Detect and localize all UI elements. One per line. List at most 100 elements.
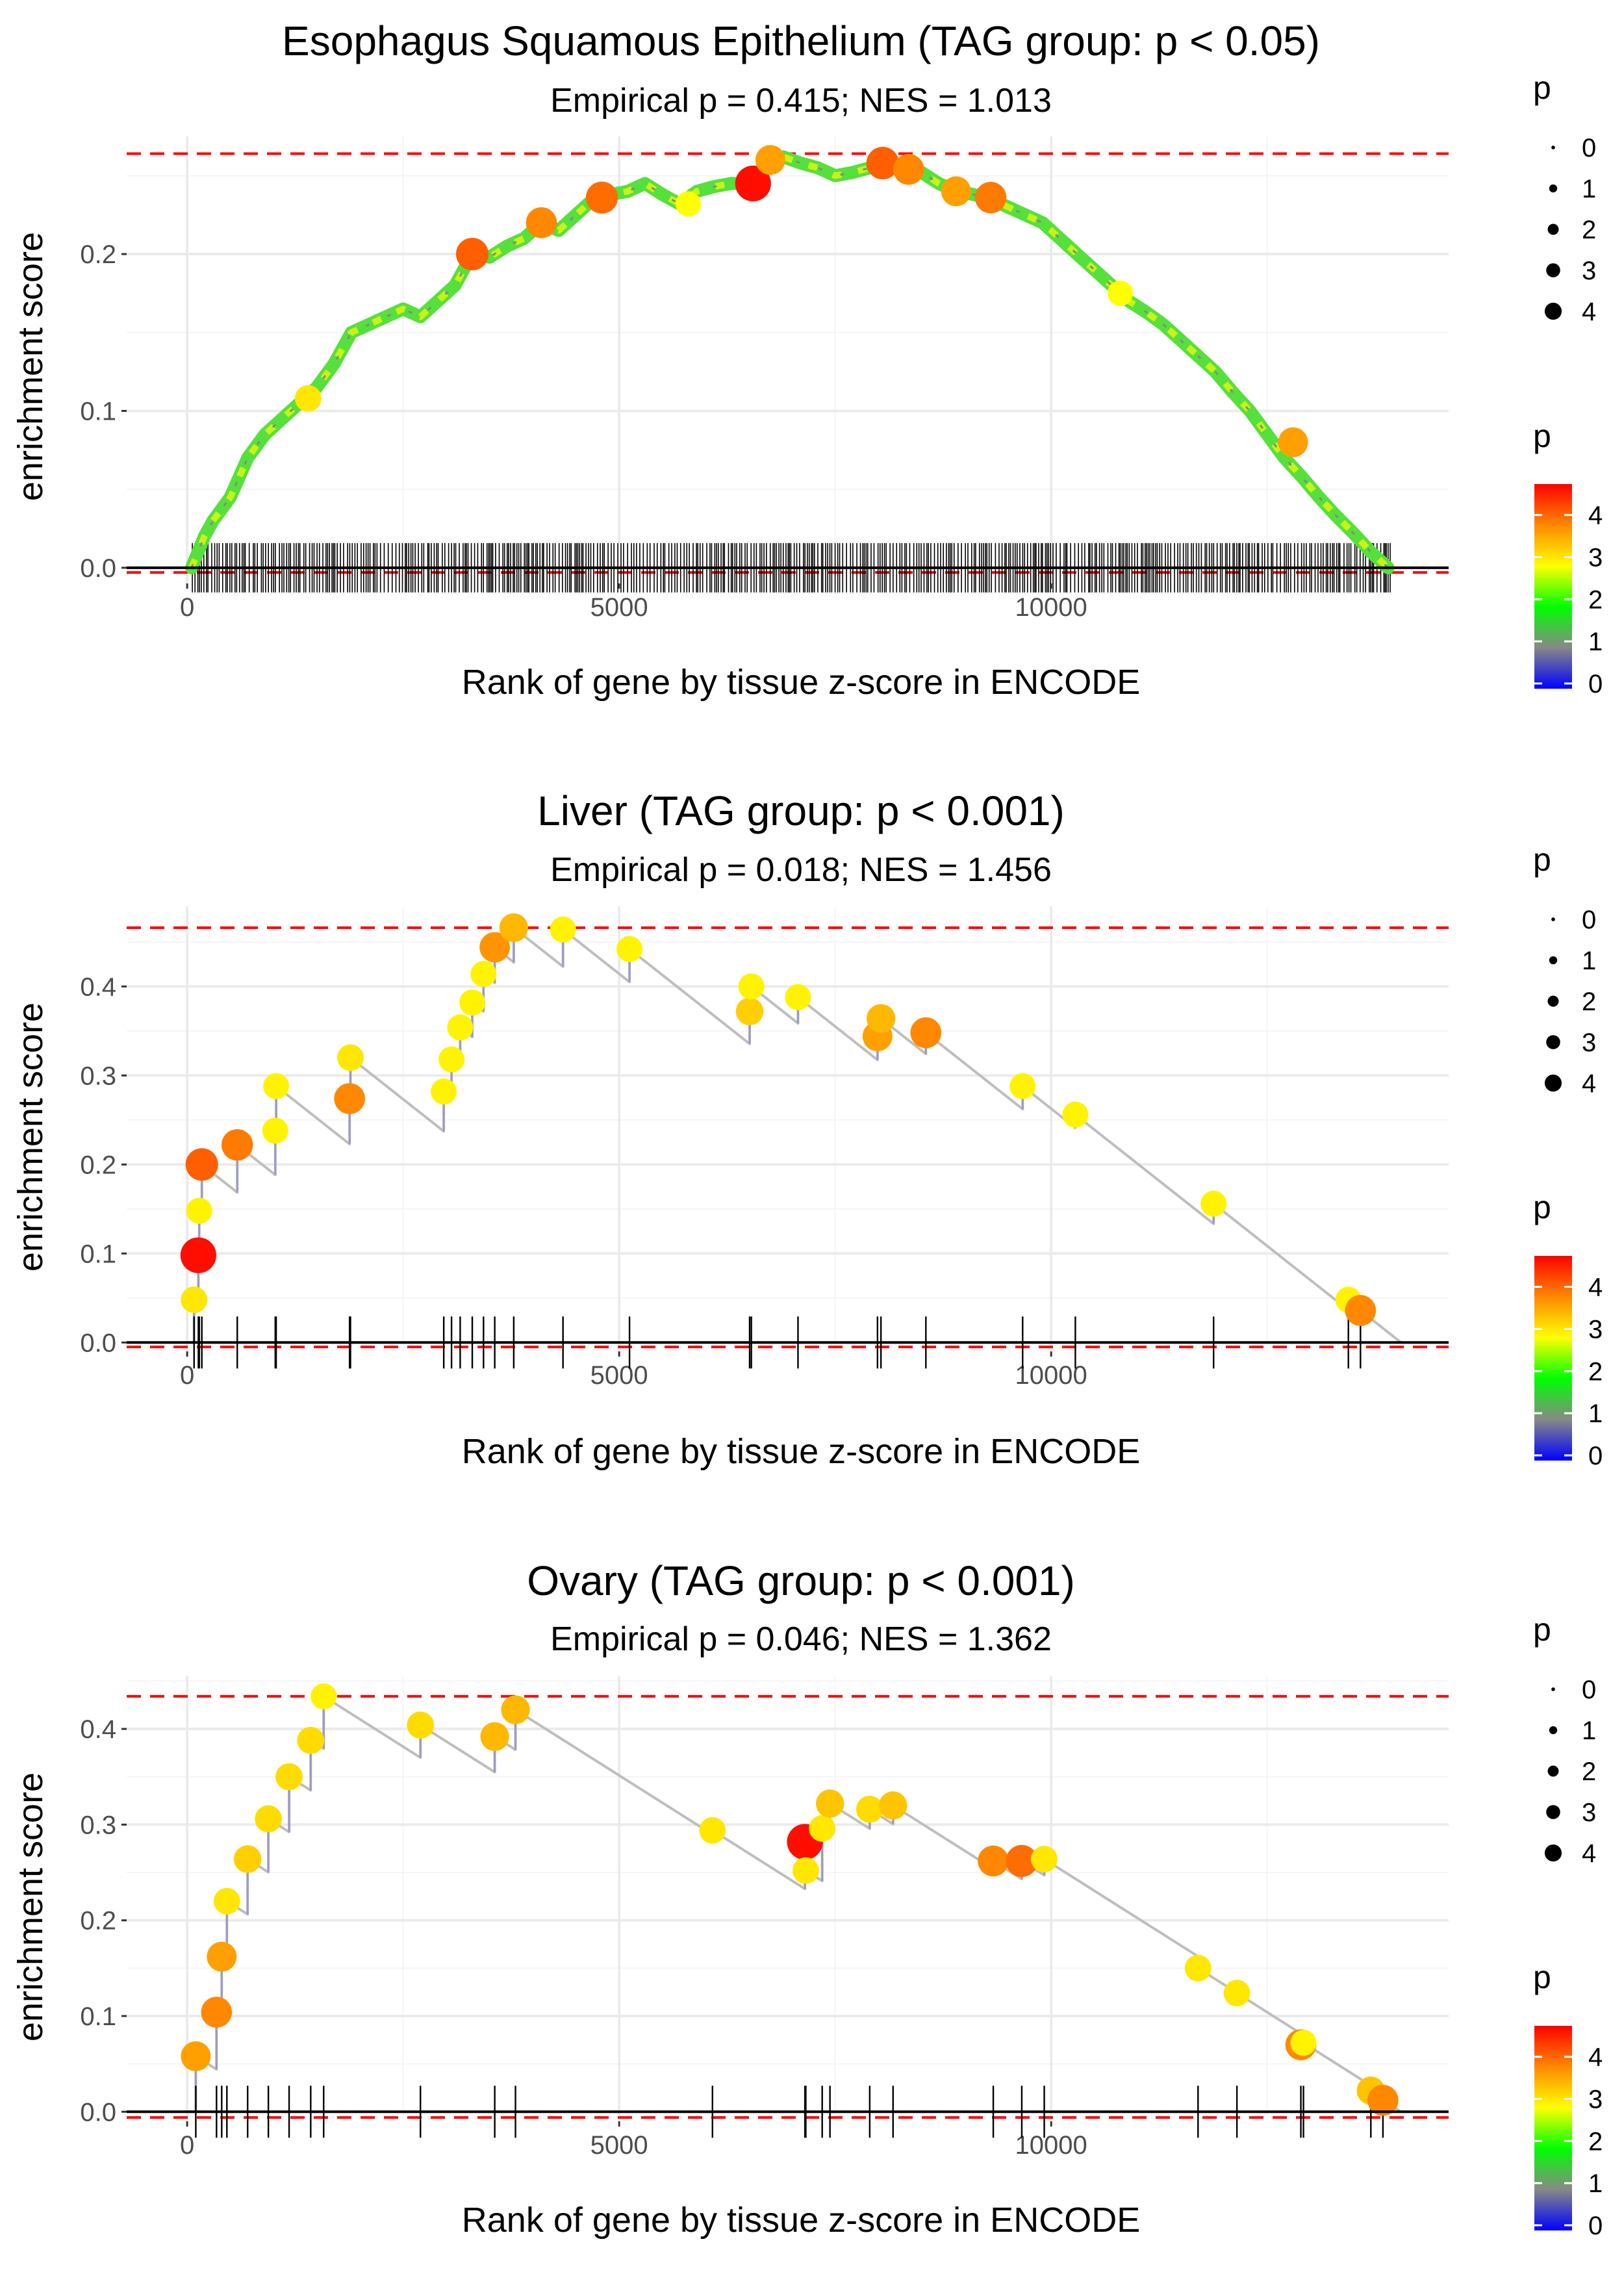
size-legend-label: 1 [1582, 175, 1596, 203]
running-sum-line [187, 1694, 1402, 2114]
enrichment-point [201, 1997, 233, 2028]
colorbar-label: 3 [1588, 543, 1603, 572]
size-legend-dot [1546, 1035, 1560, 1049]
enrichment-point [1290, 2030, 1317, 2056]
enrichment-point [185, 1148, 218, 1181]
enrichment-point [1345, 1295, 1377, 1326]
enrichment-point [866, 146, 899, 180]
enrichment-point [180, 1237, 216, 1273]
enrichment-point [455, 237, 489, 271]
size-legend-label: 0 [1582, 906, 1596, 934]
size-legend-dot [1546, 1805, 1560, 1819]
x-tick-label: 0 [180, 1361, 194, 1390]
enrichment-point [1200, 1190, 1227, 1217]
x-tick-label: 10000 [1015, 593, 1087, 622]
enrichment-point [1006, 1845, 1038, 1877]
colorbar-label: 4 [1588, 2043, 1603, 2072]
panel-title: Esophagus Squamous Epithelium (TAG group… [282, 18, 1320, 64]
enrichment-point [222, 1129, 253, 1161]
enrichment-point [334, 1083, 365, 1114]
size-legend-dot [1544, 302, 1562, 320]
enrichment-point [480, 1722, 509, 1751]
enrichment-point [407, 1711, 435, 1739]
color-legend-title: p [1533, 418, 1551, 454]
enrichment-point [978, 1845, 1009, 1877]
enrichment-point [499, 913, 528, 942]
enrichment-point [738, 973, 765, 1000]
enrichment-point [207, 1941, 237, 1972]
size-legend-dot [1551, 1687, 1555, 1691]
enrichment-point [550, 916, 576, 943]
colorbar-label: 0 [1588, 670, 1603, 698]
panel-subtitle: Empirical p = 0.415; NES = 1.013 [550, 82, 1052, 120]
x-tick-label: 5000 [590, 593, 648, 622]
enrichment-point [501, 1695, 530, 1724]
panel-title: Liver (TAG group: p < 0.001) [537, 787, 1065, 834]
enrichment-point [1009, 1073, 1036, 1099]
colorbar-label: 2 [1588, 2127, 1603, 2156]
y-tick-label: 0.3 [80, 1062, 116, 1090]
colorbar-gradient [1534, 1256, 1572, 1461]
colorbar-label: 1 [1588, 2169, 1603, 2198]
enrichment-point [735, 165, 771, 202]
enrichment-point [941, 176, 971, 207]
y-axis-title: enrichment score [11, 1003, 50, 1271]
y-tick-label: 0.1 [80, 397, 116, 426]
enrichment-point [470, 961, 497, 988]
size-legend-label: 0 [1582, 134, 1596, 162]
y-tick-label: 0.3 [80, 1811, 116, 1839]
x-tick-label: 10000 [1015, 1361, 1087, 1390]
enrichment-point [186, 1197, 212, 1224]
enrichment-point [459, 989, 486, 1016]
panel-ovary: Ovary (TAG group: p < 0.001) Empirical p… [11, 1557, 1449, 2240]
enrichment-point [755, 145, 785, 175]
enrichment-point [181, 2041, 211, 2071]
y-tick-label: 0.2 [80, 1151, 116, 1179]
enrichment-point [974, 181, 1007, 214]
x-tick-label: 5000 [590, 1361, 648, 1390]
colorbar-label: 4 [1588, 502, 1603, 530]
panel-subtitle: Empirical p = 0.018; NES = 1.456 [550, 851, 1052, 889]
enrichment-point [1184, 1954, 1212, 1982]
x-axis-title: Rank of gene by tissue z-score in ENCODE [462, 2201, 1140, 2240]
x-axis-title: Rank of gene by tissue z-score in ENCODE [462, 1432, 1140, 1471]
enrichment-point [699, 1817, 726, 1844]
enrichment-point [785, 984, 811, 1010]
size-legend-dot [1549, 956, 1558, 965]
enrichment-point [585, 181, 618, 214]
size-legend-title: p [1533, 1611, 1551, 1648]
colorbar-label: 3 [1588, 1315, 1603, 1344]
enrichment-point [233, 1845, 262, 1873]
panel-esophagus: Esophagus Squamous Epithelium (TAG group… [11, 18, 1449, 702]
y-tick-label: 0.0 [80, 1329, 116, 1357]
enrichment-point [735, 997, 764, 1025]
size-legend-title: p [1533, 70, 1551, 106]
enrichment-point [526, 207, 557, 238]
size-legend-dot [1546, 263, 1560, 277]
size-legend-label: 2 [1582, 988, 1596, 1016]
enrichment-point [1107, 280, 1134, 307]
legend-group: p 0 1 2 3 4 p 0 1 2 3 4 [1533, 1611, 1603, 2240]
y-tick-label: 0.2 [80, 1907, 116, 1935]
enrichment-curve [184, 150, 1395, 574]
enrichment-point [1062, 1101, 1089, 1128]
size-legend-dot [1544, 1074, 1562, 1092]
size-legend-label: 4 [1582, 1839, 1596, 1868]
y-axis-title: enrichment score [11, 232, 50, 501]
y-tick-label: 0.1 [80, 1240, 116, 1268]
size-legend-dot [1547, 1765, 1559, 1777]
size-legend-dot [1547, 995, 1559, 1007]
size-legend-label: 4 [1582, 1069, 1596, 1098]
enrichment-point [893, 153, 924, 185]
enrichment-point [1223, 1980, 1250, 2007]
enrichment-point [438, 1046, 465, 1073]
size-legend-label: 3 [1582, 1028, 1596, 1057]
colorbar-label: 2 [1588, 1357, 1603, 1386]
size-legend-title: p [1533, 841, 1551, 878]
enrichment-point [447, 1014, 474, 1041]
enrichment-point [1031, 1845, 1058, 1872]
y-axis-title: enrichment score [11, 1772, 50, 2041]
enrichment-point [910, 1017, 942, 1049]
colorbar-label: 4 [1588, 1273, 1603, 1302]
